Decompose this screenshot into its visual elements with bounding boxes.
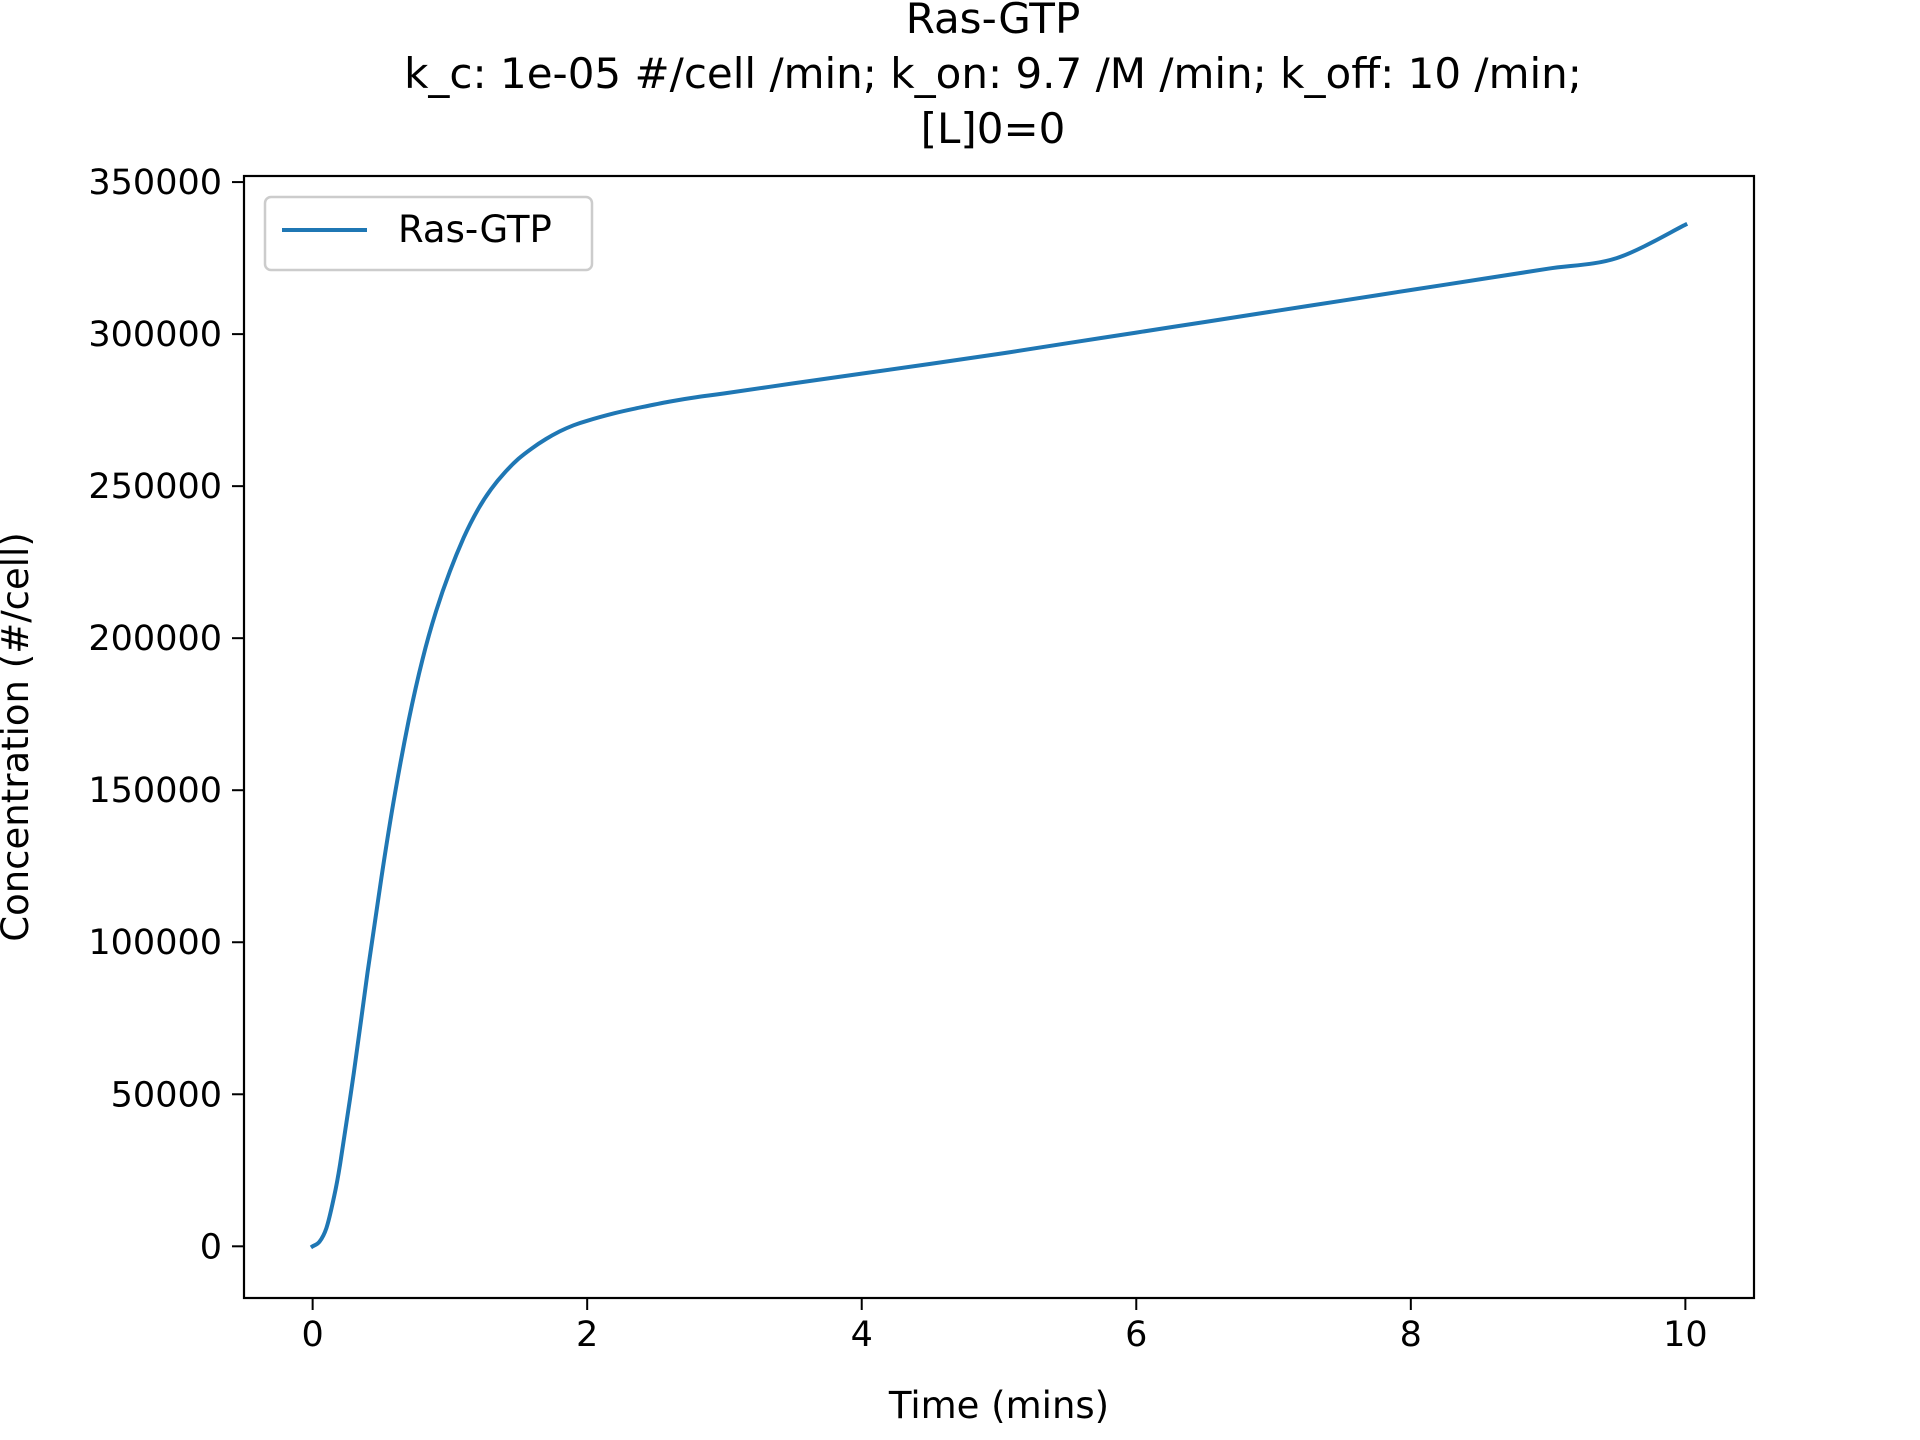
legend-box [263,195,594,272]
series-layer [309,222,1689,1250]
plot-frame [242,174,1756,1300]
y-tick-label-6: 300000 [88,315,222,355]
title-line-3: [L]0=0 [921,104,1066,153]
x-tick-label-2: 4 [851,1315,873,1355]
y-tick-label-2: 100000 [88,923,222,963]
x-tick-label-5: 10 [1663,1315,1708,1355]
plot-area [244,176,1754,1298]
x-tick-label-3: 6 [1125,1315,1147,1355]
y-tick-label-5: 250000 [88,467,222,507]
series-line-0 [309,222,1689,1250]
title-line-1: Ras-GTP [906,0,1081,43]
x-tick-label-0: 0 [301,1315,323,1355]
y-axis-ticks: 0 50000 100000 150000 200000 250000 300000 3500… [88,163,244,1267]
title-line-2: k_c: 1e-05 #/cell /min; k_on: 9.7 /M /mi… [404,49,1582,98]
x-axis-ticks: 0 2 4 6 8 10 [301,1298,1708,1355]
y-tick-label-0: 0 [200,1227,222,1267]
x-tick-label-1: 2 [576,1315,598,1355]
y-axis-label: Concentration (#/cell) [0,532,37,942]
x-tick-label-4: 8 [1400,1315,1422,1355]
chart-title: Ras-GTP k_c: 1e-05 #/cell /min; k_on: 9.… [404,0,1582,153]
legend-label-ras-gtp: Ras-GTP [398,208,552,251]
y-tick-label-1: 50000 [111,1075,222,1115]
y-tick-label-7: 350000 [88,163,222,203]
legend: Ras-GTP [263,195,594,272]
x-axis-label: Time (mins) [888,1384,1109,1427]
y-tick-label-4: 200000 [88,619,222,659]
y-tick-label-3: 150000 [88,771,222,811]
